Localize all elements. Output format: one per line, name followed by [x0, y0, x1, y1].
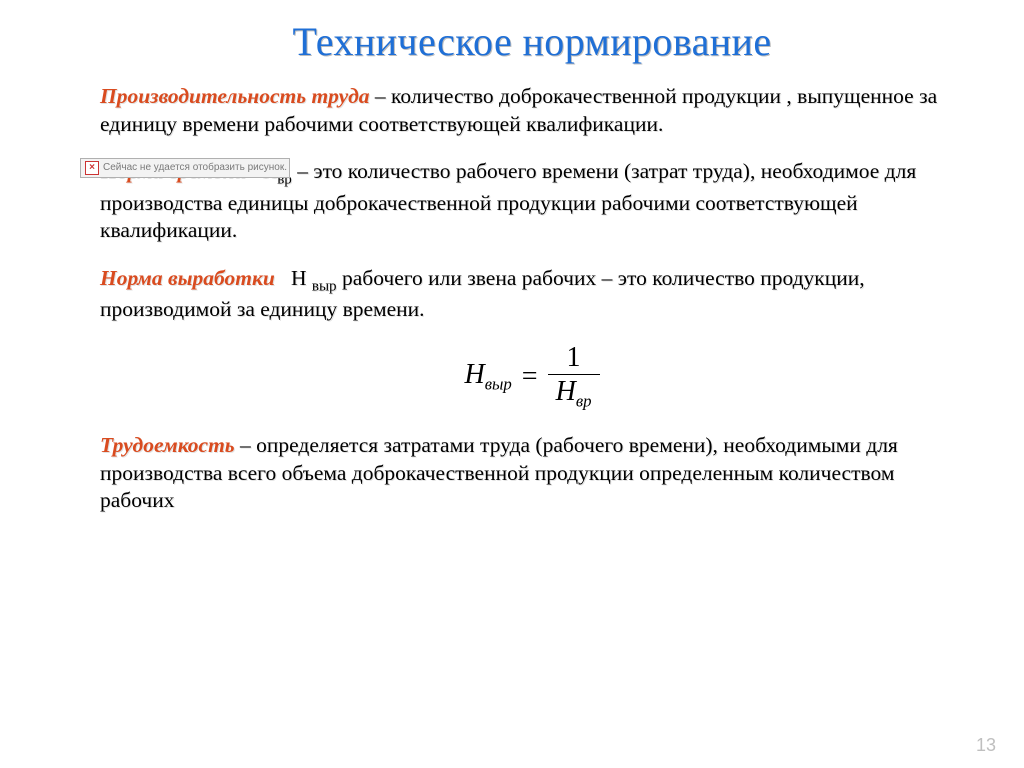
term-labor-intensity: Трудоемкость	[100, 433, 235, 457]
paragraph-output-norm: Норма выработки Н выр рабочего или звена…	[100, 265, 964, 324]
formula-fraction: 1 Нвр	[548, 344, 600, 410]
slide-title: Техническое нормирование	[100, 18, 964, 65]
slide: Техническое нормирование × Сейчас не уда…	[0, 0, 1024, 768]
term-output-norm: Норма выработки	[100, 266, 275, 290]
formula-block: Нвыр = 1 Нвр	[100, 344, 964, 410]
page-number: 13	[976, 735, 996, 756]
broken-image-placeholder: × Сейчас не удается отобразить рисунок.	[80, 158, 290, 178]
fraction-denominator: Нвр	[548, 374, 600, 410]
paragraph-productivity: Производительность труда – количество до…	[100, 83, 964, 138]
slide-body: Производительность труда – количество до…	[100, 83, 964, 515]
symbol-h-vyr: Н выр	[291, 266, 337, 290]
formula-lhs: Нвыр	[465, 359, 512, 395]
term-productivity: Производительность труда	[100, 84, 370, 108]
paragraph-labor-intensity: Трудоемкость – определяется затратами тр…	[100, 432, 964, 515]
formula-equals: =	[522, 361, 538, 393]
error-icon: ×	[85, 161, 99, 175]
formula: Нвыр = 1 Нвр	[465, 344, 600, 410]
fraction-numerator: 1	[557, 344, 591, 374]
broken-image-text: Сейчас не удается отобразить рисунок.	[103, 163, 287, 173]
